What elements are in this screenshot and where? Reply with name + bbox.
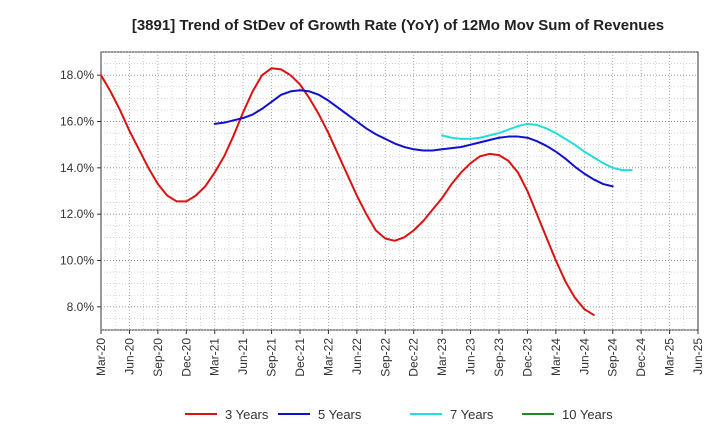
legend-label: 5 Years <box>318 407 362 422</box>
series-line-7-years <box>441 122 633 172</box>
x-tick-label: Jun-24 <box>577 338 591 375</box>
x-tick-label: Sep-21 <box>265 338 279 377</box>
x-tick-label: Jun-25 <box>691 338 705 375</box>
legend: 3 Years 5 Years 7 Years 10 Years <box>185 407 613 422</box>
x-tick-label: Jun-23 <box>464 338 478 375</box>
x-tick-label: Sep-22 <box>378 338 392 377</box>
legend-label: 3 Years <box>225 407 269 422</box>
series-line-5-years <box>213 89 614 188</box>
y-axis: 8.0% 10.0% 12.0% 14.0% 16.0% 18.0% <box>60 68 101 314</box>
legend-label: 7 Years <box>450 407 494 422</box>
x-tick-label: Sep-23 <box>492 338 506 377</box>
x-tick-label: Mar-24 <box>549 338 563 376</box>
x-tick-label: Jun-21 <box>236 338 250 375</box>
series-line-3-years <box>100 67 595 316</box>
y-tick-label: 14.0% <box>60 161 94 175</box>
x-tick-label: Jun-20 <box>122 338 136 375</box>
x-tick-label: Sep-20 <box>151 338 165 377</box>
x-tick-label: Dec-24 <box>634 338 648 377</box>
y-tick-label: 8.0% <box>67 300 95 314</box>
x-tick-label: Dec-22 <box>407 338 421 377</box>
x-tick-label: Dec-21 <box>293 338 307 377</box>
x-tick-label: Mar-20 <box>94 338 108 376</box>
y-tick-label: 10.0% <box>60 254 94 268</box>
y-tick-label: 12.0% <box>60 207 94 221</box>
x-tick-label: Mar-23 <box>435 338 449 376</box>
y-tick-label: 18.0% <box>60 68 94 82</box>
series-layer <box>100 67 633 316</box>
x-tick-label: Dec-23 <box>520 338 534 377</box>
x-tick-label: Sep-24 <box>606 338 620 377</box>
x-tick-label: Mar-25 <box>663 338 677 376</box>
legend-label: 10 Years <box>562 407 613 422</box>
x-tick-label: Jun-22 <box>350 338 364 375</box>
chart-title: [3891] Trend of StDev of Growth Rate (Yo… <box>132 17 664 34</box>
y-tick-label: 16.0% <box>60 115 94 129</box>
x-axis: Mar-20 Jun-20 Sep-20 Dec-20 Mar-21 Jun-21 Sep-… <box>94 330 705 377</box>
x-tick-label: Mar-21 <box>208 338 222 376</box>
x-tick-label: Dec-20 <box>179 338 193 377</box>
x-tick-label: Mar-22 <box>321 338 335 376</box>
